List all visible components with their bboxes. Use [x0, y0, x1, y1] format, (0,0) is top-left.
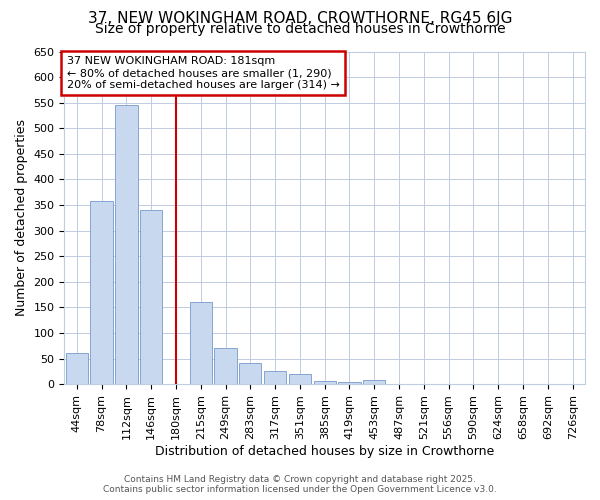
Text: Size of property relative to detached houses in Crowthorne: Size of property relative to detached ho… [95, 22, 505, 36]
Text: 37, NEW WOKINGHAM ROAD, CROWTHORNE, RG45 6JG: 37, NEW WOKINGHAM ROAD, CROWTHORNE, RG45… [88, 11, 512, 26]
Text: 37 NEW WOKINGHAM ROAD: 181sqm
← 80% of detached houses are smaller (1, 290)
20% : 37 NEW WOKINGHAM ROAD: 181sqm ← 80% of d… [67, 56, 340, 90]
Bar [363, 380, 385, 384]
Bar [65, 354, 88, 384]
Bar [91, 202, 113, 384]
Y-axis label: Number of detached properties: Number of detached properties [15, 120, 28, 316]
Text: Contains HM Land Registry data © Crown copyright and database right 2025.
Contai: Contains HM Land Registry data © Crown c… [103, 474, 497, 494]
Bar [338, 382, 361, 384]
X-axis label: Distribution of detached houses by size in Crowthorne: Distribution of detached houses by size … [155, 444, 494, 458]
Bar [314, 380, 336, 384]
Bar [115, 105, 137, 384]
Bar [214, 348, 236, 384]
Bar [264, 372, 286, 384]
Bar [239, 362, 262, 384]
Bar [140, 210, 163, 384]
Bar [289, 374, 311, 384]
Bar [190, 302, 212, 384]
